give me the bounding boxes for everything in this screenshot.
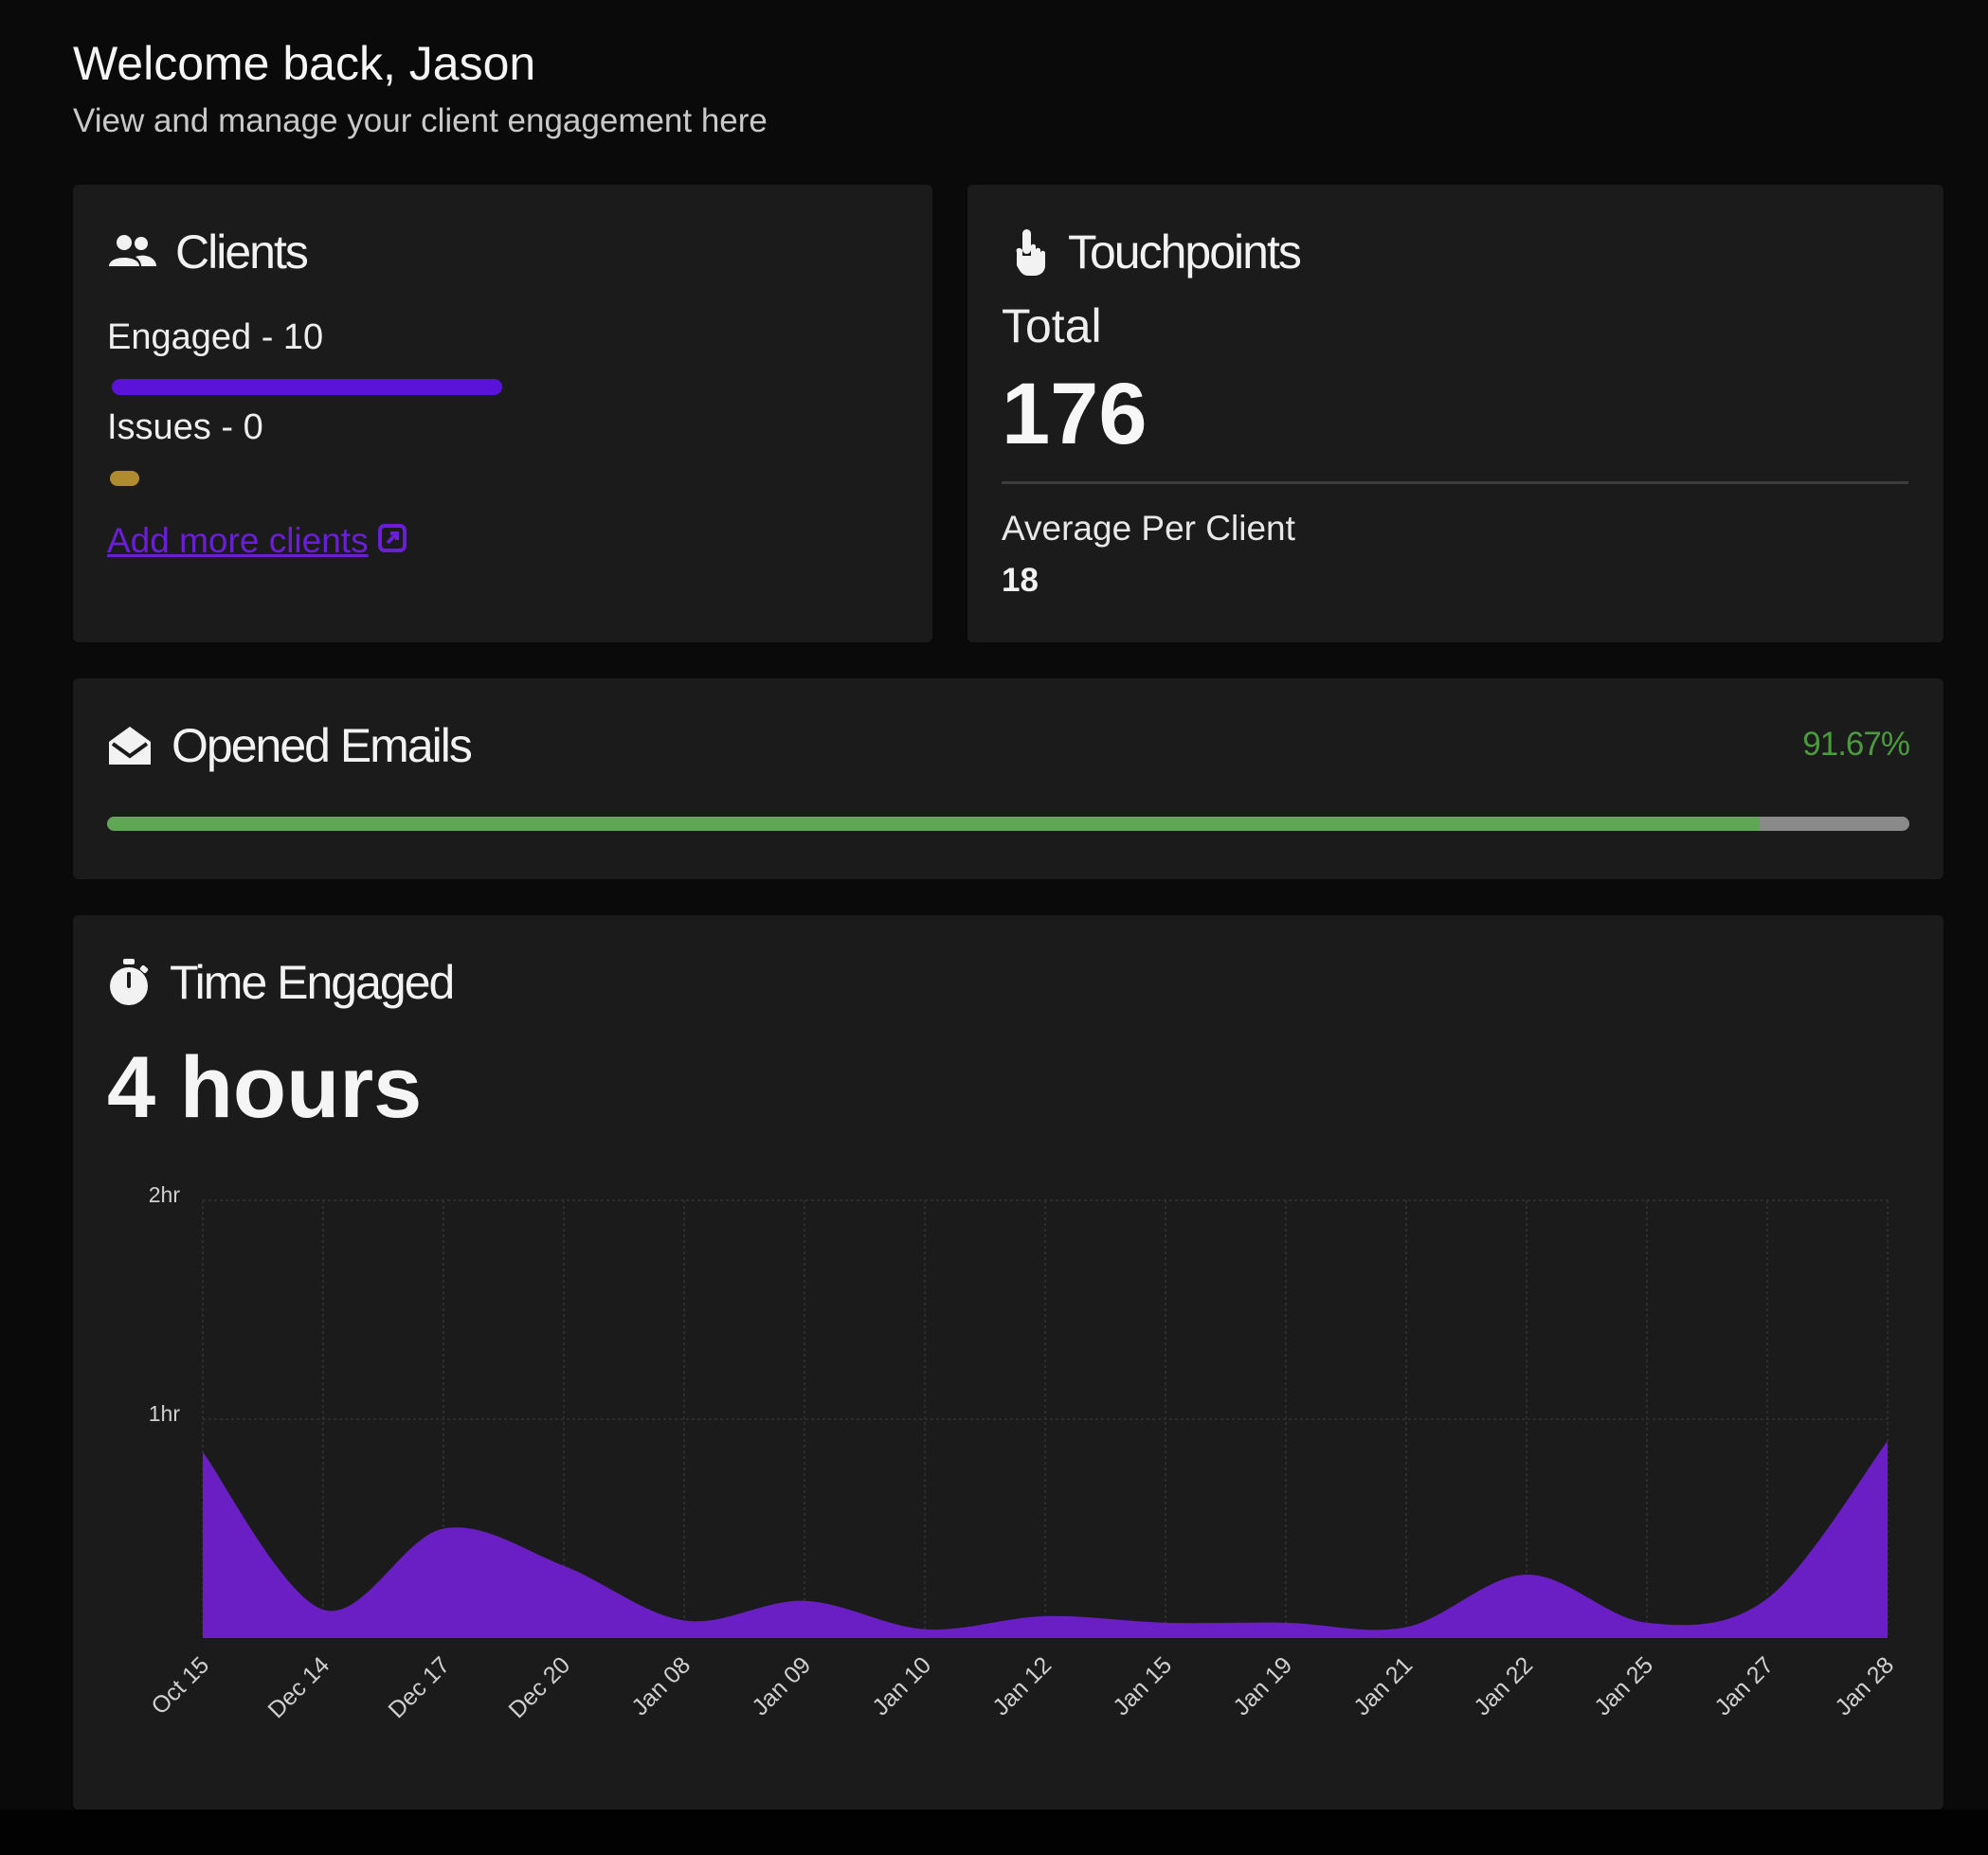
clients-title-text: Clients — [175, 225, 309, 279]
touchpoints-total-value: 176 — [1002, 366, 1148, 462]
chart-x-tick-label: Jan 25 — [1589, 1651, 1658, 1720]
touchpoints-title-text: Touchpoints — [1068, 225, 1302, 279]
time-engaged-chart: 1hr 2hr Oct 15 Dec 14 Dec 17 Dec 20 Jan 08 Jan… — [146, 1182, 1899, 1723]
opened-emails-percent: 91.67% — [1802, 726, 1910, 763]
engaged-bar — [112, 379, 502, 395]
chart-x-tick-label: Jan 09 — [747, 1651, 816, 1720]
chart-x-tick-label: Jan 15 — [1108, 1651, 1177, 1720]
page-subtitle: View and manage your client engagement h… — [73, 102, 768, 139]
chart-y-ticks: 1hr 2hr — [149, 1182, 181, 1426]
chart-x-tick-label: Jan 12 — [987, 1651, 1057, 1720]
chart-x-tick-label: Dec 14 — [262, 1651, 334, 1723]
time-engaged-card-title: Time Engaged — [107, 955, 455, 1010]
touchpoints-divider — [1002, 481, 1908, 484]
chart-area-series — [203, 1441, 1888, 1638]
chart-x-tick-label: Dec 20 — [503, 1651, 575, 1723]
average-per-client-value: 18 — [1002, 562, 1039, 599]
touchpoints-card-title: Touchpoints — [1011, 225, 1302, 279]
add-more-clients-text: Add more clients — [107, 521, 369, 560]
chart-x-tick-label: Jan 08 — [626, 1651, 696, 1720]
time-engaged-card: Time Engaged 4 hours 1hr 2hr Oct 15 Dec 14… — [73, 915, 1943, 1810]
opened-emails-title-text: Opened Emails — [172, 719, 473, 772]
opened-emails-card: Opened Emails 91.67% — [73, 678, 1943, 879]
chart-x-tick-label: Dec 17 — [383, 1651, 455, 1723]
external-link-icon — [377, 521, 407, 561]
stopwatch-icon — [107, 959, 151, 1006]
issues-bar — [110, 471, 139, 486]
add-more-clients-link[interactable]: Add more clients — [107, 521, 407, 561]
chart-x-tick-label: Jan 21 — [1348, 1651, 1418, 1720]
page-title: Welcome back, Jason — [73, 37, 536, 90]
chart-x-tick-label: Oct 15 — [146, 1651, 214, 1720]
chart-x-ticks: Oct 15 Dec 14 Dec 17 Dec 20 Jan 08 Jan 09 Jan … — [146, 1651, 1899, 1723]
average-per-client-label: Average Per Client — [1002, 509, 1295, 548]
hand-pointer-icon — [1011, 227, 1049, 277]
chart-y-tick-label: 2hr — [149, 1182, 181, 1207]
bottom-strip — [0, 1810, 1988, 1855]
touchpoints-total-label: Total — [1002, 299, 1102, 352]
time-engaged-title-text: Time Engaged — [170, 956, 455, 1009]
chart-x-tick-label: Jan 19 — [1228, 1651, 1297, 1720]
engaged-label: Engaged - 10 — [107, 317, 324, 357]
users-icon — [107, 234, 156, 270]
chart-y-tick-label: 1hr — [149, 1401, 181, 1426]
opened-emails-card-title: Opened Emails — [107, 718, 473, 773]
clients-card-title: Clients — [107, 225, 309, 279]
chart-x-tick-label: Jan 22 — [1469, 1651, 1538, 1720]
chart-x-tick-label: Jan 10 — [867, 1651, 936, 1720]
chart-x-tick-label: Jan 27 — [1709, 1651, 1779, 1720]
time-engaged-total: 4 hours — [107, 1039, 423, 1136]
envelope-open-icon — [107, 725, 153, 766]
opened-emails-progress-fill — [107, 817, 1760, 831]
chart-x-tick-label: Jan 28 — [1830, 1651, 1899, 1720]
issues-label: Issues - 0 — [107, 407, 263, 447]
opened-emails-progress-track — [107, 817, 1909, 831]
clients-card: Clients Engaged - 10 Issues - 0 Add more… — [73, 185, 932, 642]
touchpoints-card: Touchpoints Total 176 Average Per Client… — [967, 185, 1943, 642]
